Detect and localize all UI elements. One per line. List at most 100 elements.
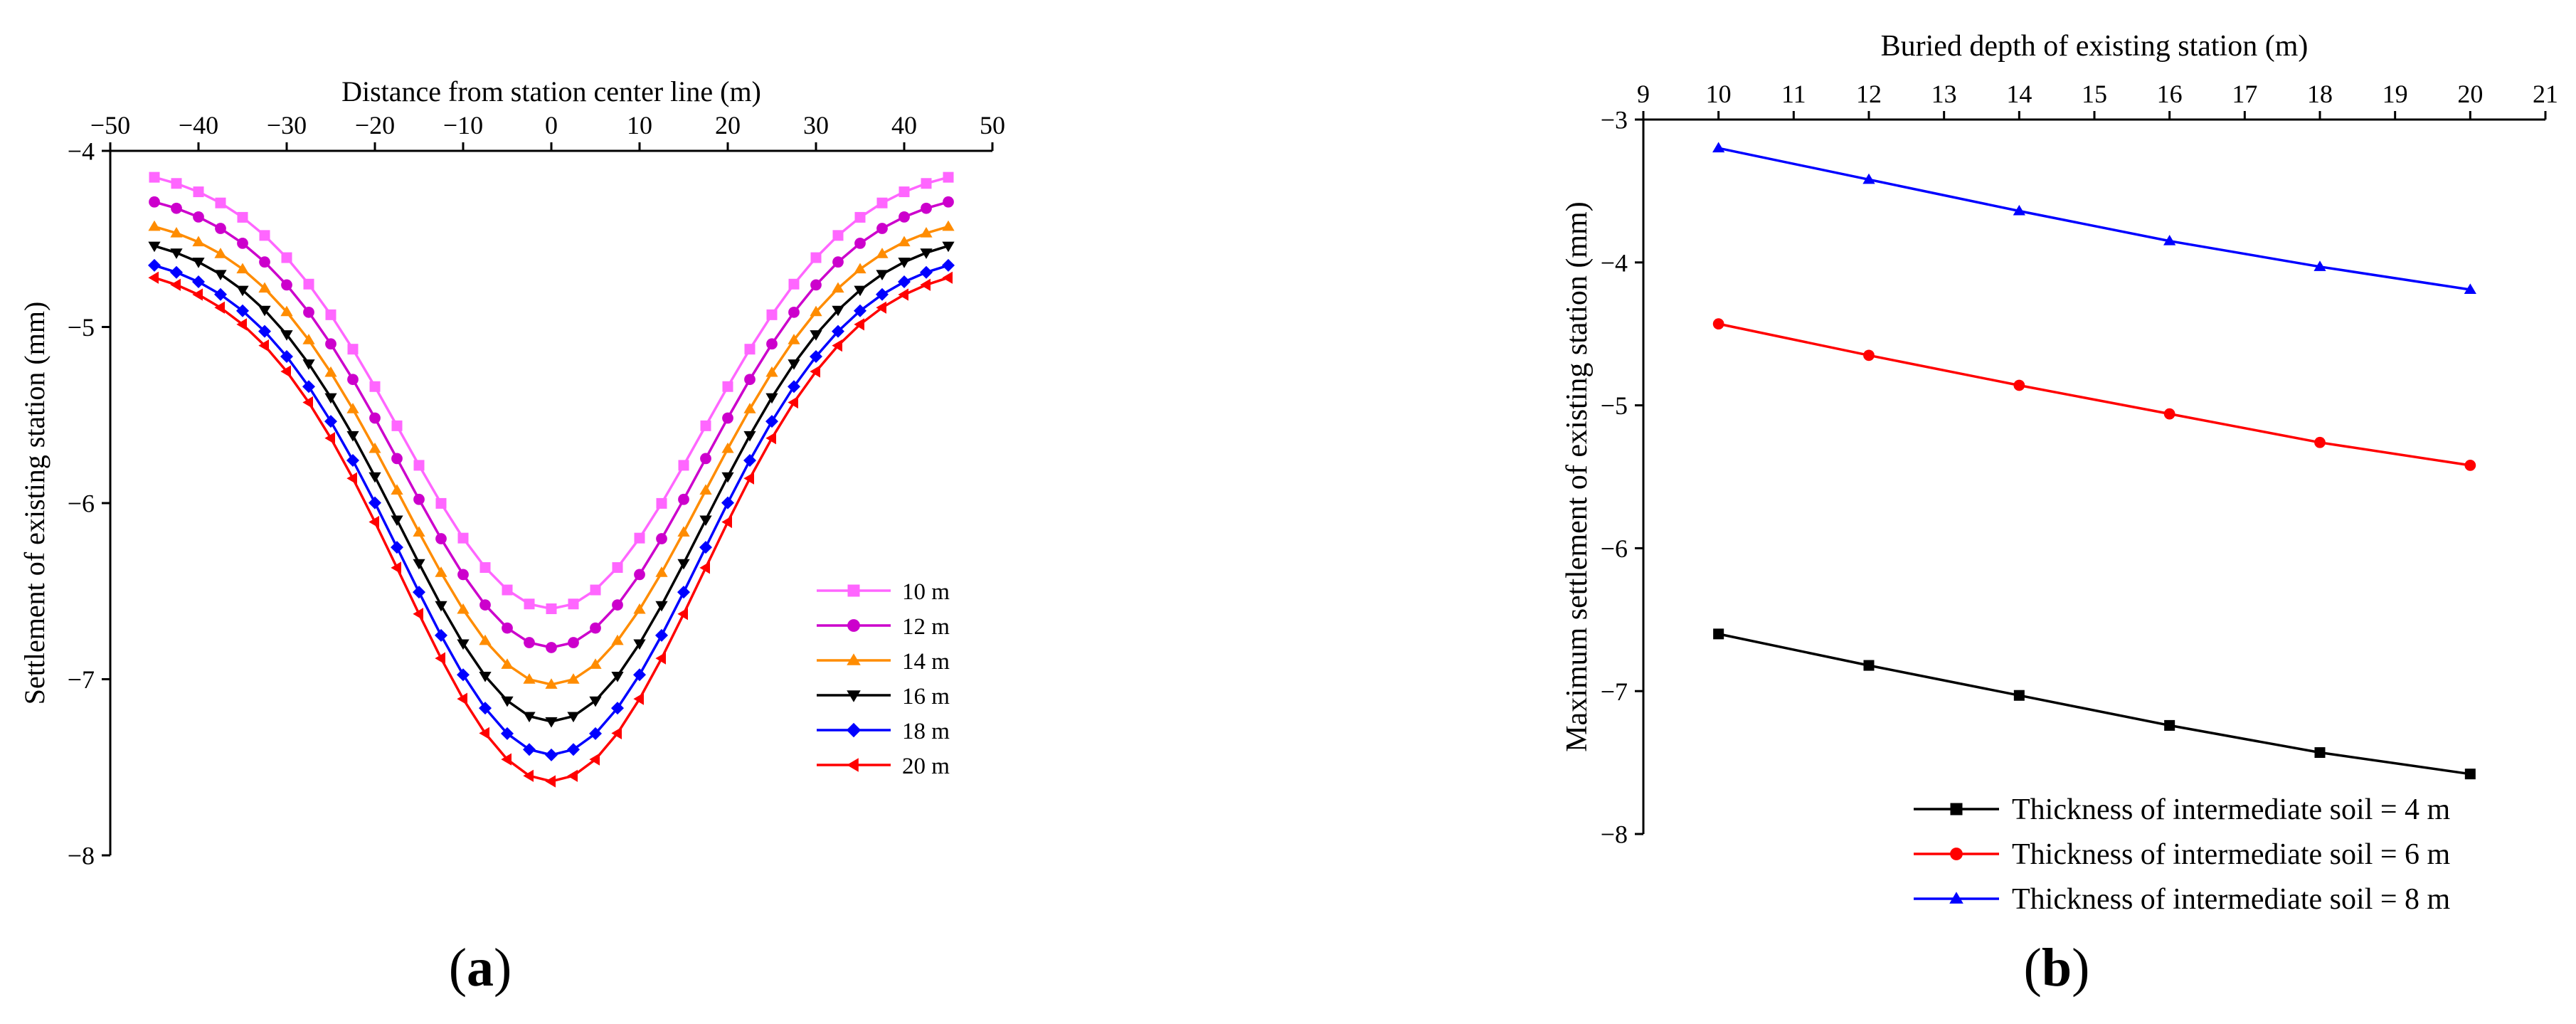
data-point	[744, 374, 756, 386]
data-point	[721, 515, 732, 529]
data-point	[148, 258, 161, 272]
data-point	[502, 622, 513, 634]
chart-panel-b: 9 10 11 12 13 14 15 16 17 18 19 20 21 −8 −7 −6 −5 −4 −3 Bur…	[1561, 30, 2558, 916]
data-point	[788, 334, 800, 344]
x-tick-label: −30	[267, 111, 307, 139]
data-point	[633, 603, 646, 614]
data-point	[479, 727, 489, 739]
data-point	[280, 330, 293, 341]
data-point	[876, 223, 888, 234]
data-point	[369, 381, 381, 392]
data-point	[590, 622, 601, 634]
legend: 10 m 12 m 14 m 16 m 18 m 20 m	[817, 579, 950, 779]
y-tick-label: −6	[68, 490, 95, 518]
data-point	[193, 211, 204, 223]
data-point	[765, 432, 776, 445]
data-point	[611, 672, 624, 682]
data-point	[942, 241, 955, 253]
data-point	[435, 601, 447, 612]
data-point	[655, 601, 668, 612]
data-point	[391, 541, 403, 554]
series-20m	[148, 271, 953, 788]
data-point	[810, 365, 820, 378]
data-point	[457, 692, 467, 705]
data-point	[170, 226, 183, 238]
x-axis-title: Distance from station center line (m)	[341, 75, 761, 107]
series-line	[154, 276, 949, 783]
data-point	[170, 265, 183, 279]
data-point	[479, 599, 491, 611]
data-point	[302, 380, 315, 394]
data-point	[766, 309, 778, 320]
data-point	[590, 584, 601, 596]
legend-marker	[847, 584, 860, 597]
legend-label: 18 m	[902, 719, 950, 744]
legend-label: Thickness of intermediate soil = 8 m	[2012, 883, 2451, 916]
legend-marker	[847, 758, 859, 772]
data-point	[215, 197, 226, 209]
data-point	[788, 396, 798, 409]
legend-marker	[1949, 892, 1963, 904]
data-point	[633, 692, 644, 705]
legend-item: 18 m	[817, 719, 950, 744]
data-point	[523, 673, 536, 684]
data-point	[347, 374, 359, 386]
data-point	[920, 226, 933, 238]
data-point	[854, 211, 866, 223]
legend-marker	[1950, 848, 1963, 860]
data-point	[898, 288, 908, 301]
data-point	[192, 258, 205, 268]
x-tick-label: 0	[545, 111, 558, 139]
data-point	[721, 496, 734, 510]
y-tick-label: −8	[68, 842, 95, 870]
data-point	[876, 197, 888, 209]
data-point	[677, 526, 690, 537]
data-point	[281, 252, 292, 263]
legend-item: 12 m	[817, 614, 950, 640]
data-point	[523, 712, 536, 723]
data-point	[765, 393, 778, 404]
data-point	[744, 344, 756, 355]
data-point	[193, 186, 204, 198]
data-point	[303, 306, 314, 318]
data-point	[1863, 349, 1875, 361]
data-point	[898, 275, 911, 289]
data-point	[524, 598, 535, 610]
legend-label: 16 m	[902, 684, 950, 709]
data-point	[324, 432, 335, 445]
data-point	[567, 673, 580, 684]
data-point	[943, 196, 954, 208]
data-point	[699, 541, 712, 554]
legend-label: 10 m	[902, 579, 950, 605]
y-tick-label: −4	[68, 137, 95, 166]
series-14m	[148, 220, 955, 689]
data-point	[413, 526, 425, 537]
data-point	[2164, 719, 2175, 731]
data-point	[832, 256, 844, 268]
series-2	[1712, 318, 2476, 471]
data-point	[2464, 283, 2476, 294]
legend-item: Thickness of intermediate soil = 6 m	[1914, 838, 2451, 871]
data-point	[765, 366, 778, 377]
data-point	[346, 453, 359, 467]
data-point	[899, 186, 910, 198]
data-point	[192, 288, 203, 301]
data-point	[567, 769, 578, 782]
data-point	[832, 339, 842, 352]
data-point	[259, 230, 270, 241]
x-tick-label: 11	[1781, 80, 1806, 108]
data-point	[479, 634, 492, 645]
data-point	[634, 532, 645, 544]
data-point	[1862, 173, 1875, 184]
x-tick-label: 12	[1856, 80, 1882, 108]
data-point	[854, 238, 866, 249]
data-point	[942, 258, 955, 272]
data-point	[700, 453, 711, 465]
data-point	[325, 309, 336, 320]
y-axis-title: Settlement of existing station (mm)	[18, 302, 51, 705]
x-tick-label: 13	[1931, 80, 1957, 108]
data-point	[324, 415, 337, 428]
data-point	[302, 334, 315, 344]
data-point	[501, 753, 512, 766]
